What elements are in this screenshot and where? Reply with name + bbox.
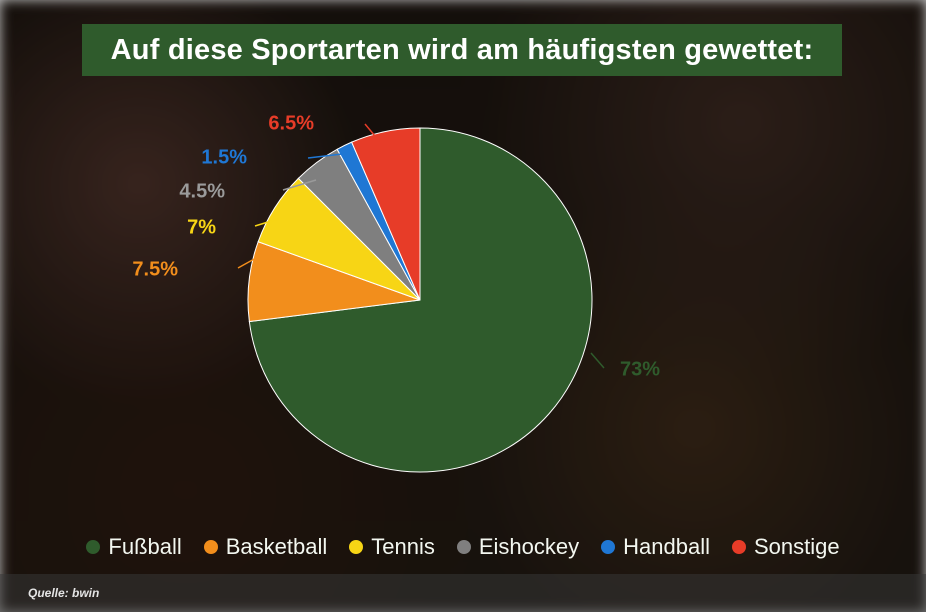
slice-label: 4.5% [179,180,225,202]
legend-label: Sonstige [754,534,840,560]
legend-swatch [601,540,615,554]
legend-item: Tennis [349,534,435,560]
legend-swatch [732,540,746,554]
legend-label: Basketball [226,534,328,560]
pie-svg: 73% 7.5% 7% 4.5% 1.5% 6.5% [0,90,926,500]
leader-line [591,353,604,368]
legend-swatch [457,540,471,554]
footer: Quelle: bwin [0,574,926,612]
legend-label: Eishockey [479,534,579,560]
slice-label: 7.5% [132,258,178,280]
slice-label: 6.5% [268,112,314,134]
slice-label: 73% [620,358,660,380]
legend-label: Fußball [108,534,181,560]
legend-label: Tennis [371,534,435,560]
legend-item: Eishockey [457,534,579,560]
slice-label: 7% [187,216,216,238]
legend-item: Fußball [86,534,181,560]
title-bar: Auf diese Sportarten wird am häufigsten … [82,24,842,76]
legend-item: Basketball [204,534,328,560]
leader-line [365,124,375,136]
slice-label: 1.5% [201,146,247,168]
pie-chart: 73% 7.5% 7% 4.5% 1.5% 6.5% [0,90,926,500]
legend-item: Handball [601,534,710,560]
source-text: Quelle: bwin [28,586,99,600]
legend-swatch [204,540,218,554]
legend-label: Handball [623,534,710,560]
legend-item: Sonstige [732,534,840,560]
legend-swatch [349,540,363,554]
content: Auf diese Sportarten wird am häufigsten … [0,0,926,612]
chart-title: Auf diese Sportarten wird am häufigsten … [111,34,814,67]
legend-swatch [86,540,100,554]
legend: Fußball Basketball Tennis Eishockey Handball… [0,534,926,560]
